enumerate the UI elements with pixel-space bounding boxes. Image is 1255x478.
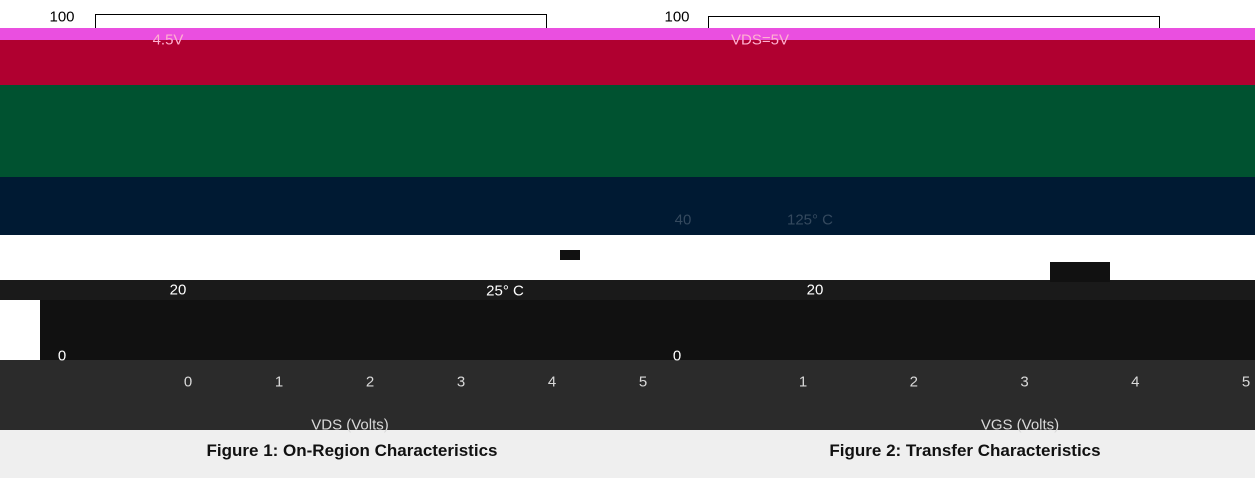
plot-frame bbox=[708, 16, 1160, 35]
x-tick-label: 3 bbox=[1020, 373, 1029, 391]
band bbox=[0, 40, 1255, 85]
x-axis-label: VDS (Volts) bbox=[311, 416, 389, 434]
x-tick-label: 2 bbox=[365, 373, 375, 391]
band bbox=[0, 85, 1255, 177]
y-tick-label: 20 bbox=[169, 281, 187, 299]
plot-frame bbox=[95, 14, 547, 35]
figure-caption: Figure 1: On-Region Characteristics bbox=[206, 441, 498, 460]
annotation: 125° C bbox=[786, 211, 834, 229]
x-tick-label: 5 bbox=[638, 373, 648, 391]
block bbox=[560, 250, 580, 260]
band bbox=[0, 430, 1255, 478]
y-tick-label: 100 bbox=[49, 8, 75, 26]
y-tick-label: 0 bbox=[57, 347, 67, 365]
annotation: VDS=5V bbox=[731, 31, 789, 49]
y-tick-label: 100 bbox=[664, 8, 690, 26]
x-tick-label: 5 bbox=[1241, 373, 1251, 391]
x-tick-label: 1 bbox=[798, 373, 808, 391]
x-tick-label: 0 bbox=[183, 373, 193, 391]
x-tick-label: 1 bbox=[274, 373, 284, 391]
x-axis-label: VGS (Volts) bbox=[980, 416, 1060, 434]
x-tick-label: 3 bbox=[456, 373, 466, 391]
y-tick-label: 20 bbox=[806, 281, 824, 299]
figure-caption: Figure 2: Transfer Characteristics bbox=[829, 441, 1101, 460]
block bbox=[0, 280, 1255, 300]
block bbox=[40, 300, 1255, 360]
y-tick-label: 0 bbox=[672, 347, 682, 365]
y-tick-label: 40 bbox=[674, 211, 692, 229]
annotation: 25° C bbox=[486, 282, 524, 300]
band bbox=[0, 360, 1255, 430]
block bbox=[1050, 262, 1110, 282]
band bbox=[0, 28, 1255, 40]
band bbox=[0, 177, 1255, 235]
annotation: 4.5V bbox=[152, 31, 184, 49]
x-tick-label: 2 bbox=[909, 373, 918, 391]
x-tick-label: 4 bbox=[547, 373, 557, 391]
x-tick-label: 4 bbox=[1131, 373, 1140, 391]
